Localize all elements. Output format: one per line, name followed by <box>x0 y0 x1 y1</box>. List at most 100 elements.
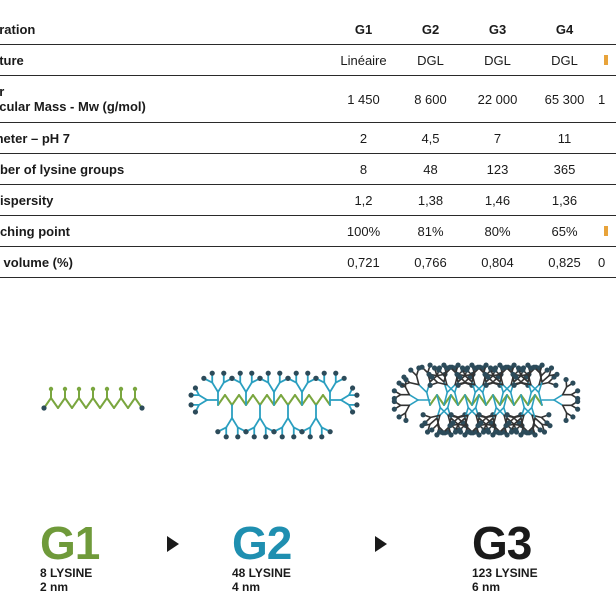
terminal-node <box>427 362 433 368</box>
bond <box>252 394 261 406</box>
bond <box>99 397 108 409</box>
table-cell: 2 <box>330 122 397 154</box>
terminal-node <box>279 434 285 440</box>
g1-lysine: 8 LYSINE <box>40 566 93 580</box>
bond <box>520 394 526 409</box>
bond <box>553 393 564 401</box>
bond <box>464 414 469 426</box>
row-label: meter – pH 7 <box>0 122 330 154</box>
terminal-node <box>429 427 435 433</box>
bond <box>295 381 303 393</box>
terminal-node <box>327 429 333 435</box>
bond <box>457 417 466 426</box>
bond <box>436 381 448 386</box>
terminal-node <box>487 365 494 371</box>
terminal-node <box>408 367 414 373</box>
terminal-node <box>511 362 517 368</box>
terminal-node <box>349 409 356 415</box>
terminal-node <box>570 380 576 386</box>
terminal-node <box>321 370 327 376</box>
terminal-node <box>201 375 207 381</box>
bond <box>404 404 411 414</box>
terminal-node <box>118 386 124 392</box>
row-label: cture <box>0 44 330 76</box>
bond <box>492 381 504 386</box>
bond <box>502 383 512 394</box>
terminal-node <box>575 398 581 405</box>
table-cell: 8 <box>330 153 397 185</box>
bond <box>287 417 295 429</box>
bond <box>266 394 275 406</box>
terminal-node <box>436 367 442 373</box>
bond <box>471 391 477 406</box>
bond <box>561 404 568 414</box>
terminal-node <box>215 429 221 435</box>
bond <box>513 414 525 419</box>
terminal-node <box>511 382 517 388</box>
bond <box>509 391 515 406</box>
table-row: nber of lysine groups 8 48 123 365 <box>0 153 616 185</box>
generation-g3: G3 123 LYSINE 6 nm <box>472 520 538 594</box>
bond <box>120 397 129 409</box>
terminal-node <box>293 370 299 376</box>
table-cell: 11 <box>531 122 598 154</box>
bond <box>238 394 247 406</box>
bond <box>553 399 564 407</box>
row-label: arecular Mass - Mw (g/mol) <box>0 75 330 123</box>
terminal-node <box>62 386 68 392</box>
terminal-node <box>575 388 581 394</box>
terminal-node <box>521 429 527 435</box>
bond <box>527 374 532 386</box>
bond <box>429 417 438 426</box>
terminal-node <box>457 427 463 433</box>
bond <box>436 414 441 426</box>
terminal-node <box>546 412 552 418</box>
arrow-icon <box>167 536 179 552</box>
terminal-node <box>437 429 443 435</box>
terminal-node <box>459 365 466 371</box>
table-cell: 365 <box>531 153 598 185</box>
bond <box>537 381 543 394</box>
terminal-node <box>188 392 194 398</box>
table-cell: 8 600 <box>397 75 464 123</box>
terminal-node <box>431 365 438 371</box>
bond <box>530 394 536 409</box>
bond <box>217 381 225 393</box>
bond <box>245 381 253 393</box>
g3-title: G3 <box>472 517 532 569</box>
bond <box>301 381 309 393</box>
terminal-node <box>251 434 257 440</box>
terminal-node <box>391 395 397 402</box>
terminal-node <box>575 406 581 412</box>
terminal-node <box>403 417 409 424</box>
terminal-node <box>537 427 543 433</box>
terminal-node <box>341 375 347 381</box>
terminal-node <box>541 429 548 435</box>
terminal-node <box>547 423 553 429</box>
terminal-node <box>243 429 249 435</box>
bond <box>281 417 289 429</box>
row-label: dispersity <box>0 184 330 216</box>
terminal-node <box>531 364 537 370</box>
bond <box>436 374 445 383</box>
terminal-node <box>271 429 277 435</box>
table-cell: 4,5 <box>397 122 464 154</box>
bond <box>340 399 350 406</box>
bond <box>520 381 532 386</box>
terminal-node <box>485 427 491 433</box>
header-col-partial <box>598 14 616 45</box>
table-cell: 81% <box>397 215 464 247</box>
terminal-node <box>457 374 463 380</box>
terminal-node <box>285 375 291 381</box>
table-cell: 1,2 <box>330 184 397 216</box>
terminal-node <box>299 429 305 435</box>
bond <box>492 414 497 426</box>
bond <box>453 391 459 406</box>
terminal-node <box>465 429 471 435</box>
bond <box>520 374 529 383</box>
bond <box>259 417 267 429</box>
terminal-node <box>475 364 481 370</box>
terminal-node <box>483 362 489 368</box>
g3-size: 6 nm <box>472 580 501 594</box>
table-row: dispersity 1,2 1,38 1,46 1,36 <box>0 184 616 216</box>
